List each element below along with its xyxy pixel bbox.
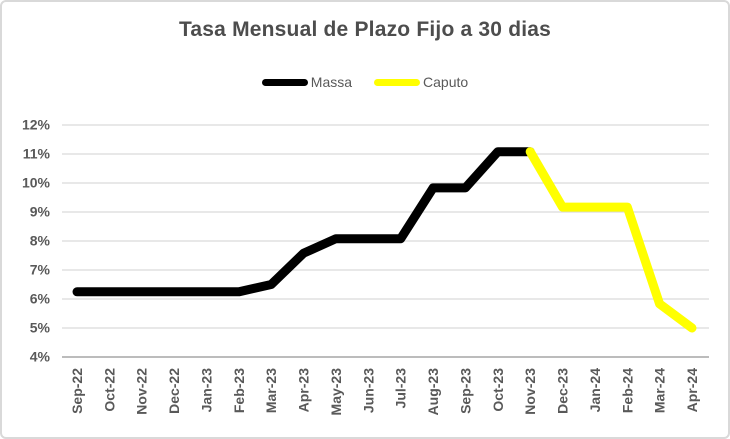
x-tick-label: Sep-22	[69, 368, 85, 414]
x-tick-label: Dec-22	[166, 368, 182, 414]
x-tick-label: Nov-23	[522, 368, 538, 415]
y-tick-label: 4%	[30, 349, 51, 365]
y-tick-label: 6%	[30, 291, 51, 307]
y-tick-label: 10%	[22, 175, 51, 191]
x-tick-label: Sep-23	[457, 368, 473, 414]
x-tick-label: Mar-23	[263, 368, 279, 413]
x-tick-label: Dec-23	[555, 368, 571, 414]
legend-item-caputo: Caputo	[374, 74, 468, 90]
x-tick-label: Mar-24	[652, 368, 668, 413]
legend-item-massa: Massa	[261, 74, 353, 90]
massa-line-swatch	[261, 78, 308, 86]
y-tick-label: 8%	[30, 233, 51, 249]
x-tick-label: Apr-24	[684, 368, 700, 413]
y-tick-label: 12%	[22, 117, 51, 133]
x-tick-label: Oct-22	[101, 368, 117, 412]
x-tick-label: Jun-23	[360, 368, 376, 413]
legend-label-caputo: Caputo	[423, 74, 469, 90]
x-tick-label: Oct-23	[490, 368, 506, 412]
legend-label-massa: Massa	[310, 74, 353, 90]
caputo-line-swatch	[374, 78, 421, 86]
x-tick-label: Aug-23	[425, 368, 441, 416]
x-tick-label: Jan-24	[587, 368, 603, 413]
x-tick-label: Jan-23	[198, 368, 214, 413]
x-tick-label: Nov-22	[134, 368, 150, 415]
caputo-series-line	[525, 147, 697, 333]
y-tick-label: 9%	[30, 204, 51, 220]
y-tick-label: 7%	[30, 262, 51, 278]
y-tick-label: 11%	[23, 146, 51, 162]
x-tick-label: Apr-23	[296, 368, 312, 413]
x-tick-label: Jul-23	[393, 368, 409, 409]
x-tick-label: Feb-23	[231, 368, 247, 413]
legend: Massa Caputo	[2, 74, 728, 90]
chart-title: Tasa Mensual de Plazo Fijo a 30 dias	[178, 18, 552, 41]
y-tick-label: 5%	[30, 320, 51, 336]
x-tick-label: May-23	[328, 368, 344, 416]
massa-series-line	[72, 147, 535, 297]
x-tick-label: Feb-24	[619, 368, 635, 413]
